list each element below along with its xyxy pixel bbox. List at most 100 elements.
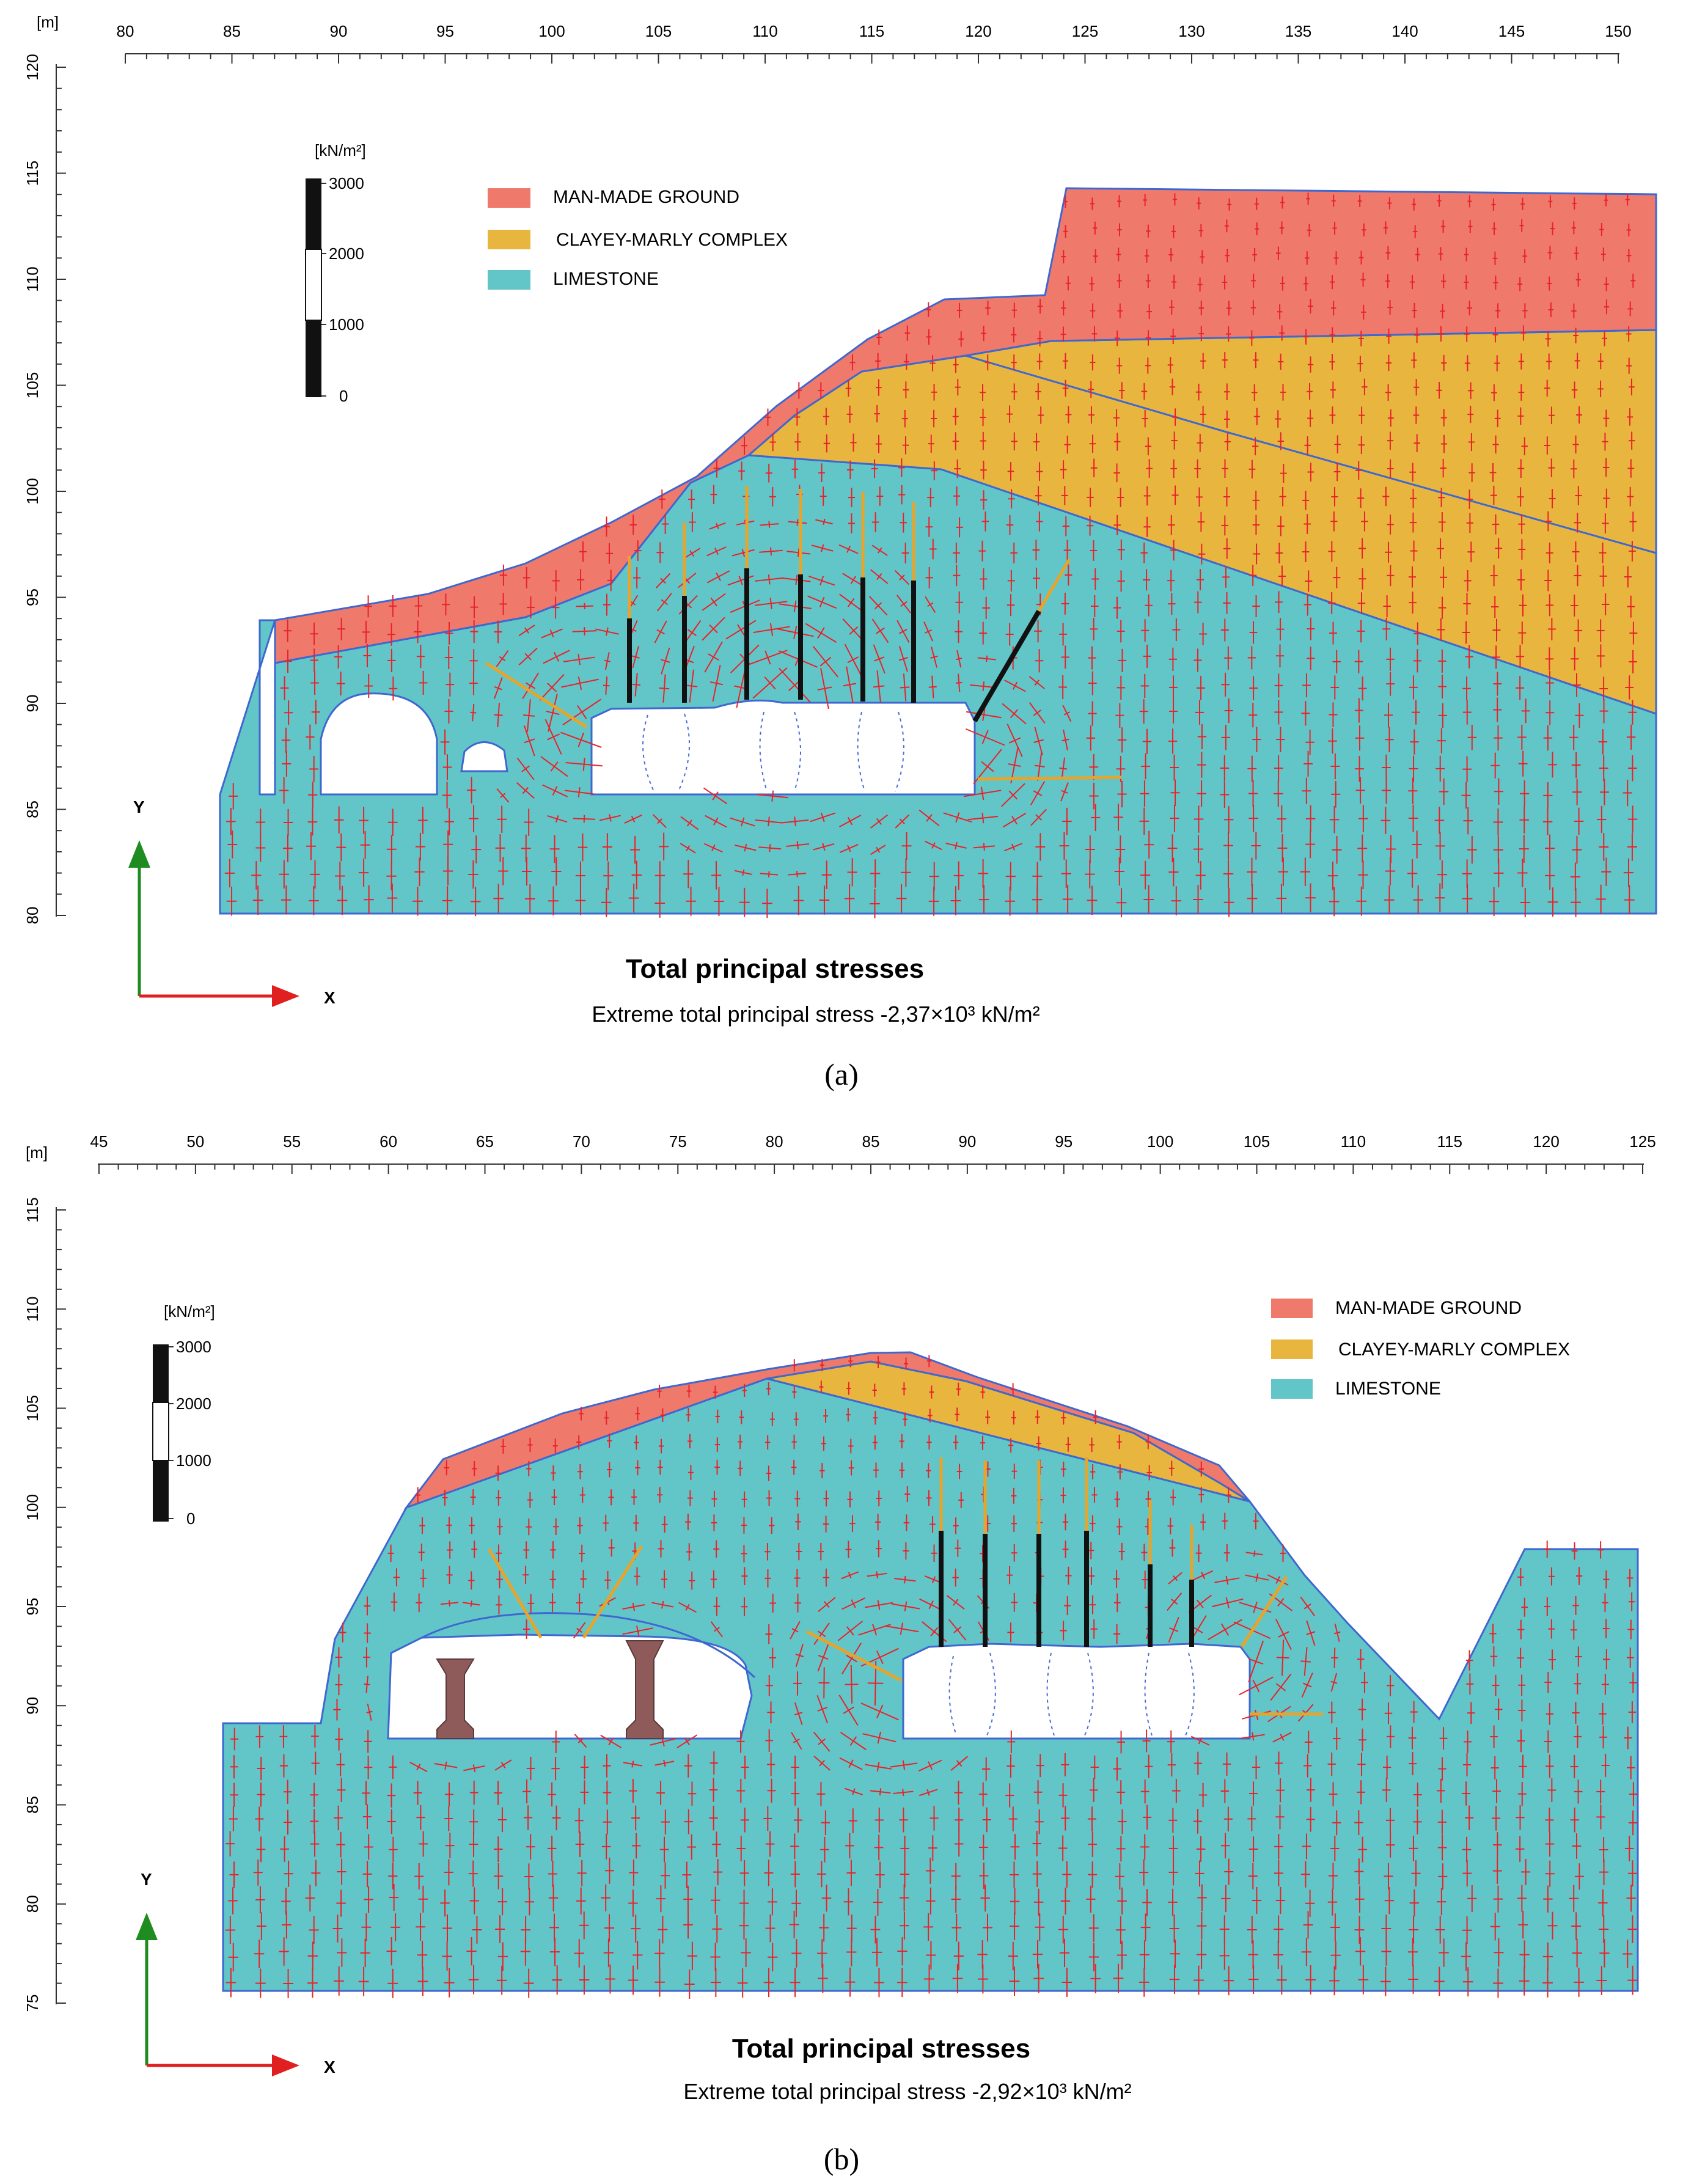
y-tick-label: 95 [23,588,42,606]
x-tick-label: 150 [1605,22,1631,40]
x-tick-label: 70 [573,1132,590,1151]
ruler-unit: [m] [37,13,59,31]
y-tick-label: 115 [23,1197,42,1222]
x-tick-label: 110 [1341,1132,1366,1151]
x-tick-label: 55 [283,1132,301,1151]
scale-tick-1000: 1000 [176,1451,211,1470]
x-tick-label: 105 [1244,1132,1270,1151]
right-cavern [902,1643,1251,1740]
x-tick-label: 80 [117,22,134,40]
axis-y-label: Y [141,1870,152,1889]
scale-tick-2000: 2000 [176,1394,211,1413]
y-tick-label: 85 [23,1796,42,1814]
anchor-9 [805,1630,903,1682]
cavity-2 [460,741,508,772]
axis-x-label: X [324,2058,336,2076]
y-tick-label: 75 [23,1995,42,2012]
panel-a: [m] 80 85 90 95 100 105 110 115 120 125 130 135 140 1… [23,13,1657,1091]
axis-triad: Y X [128,797,336,1007]
scale-tick-0: 0 [186,1509,195,1528]
pillar-1 [436,1658,475,1739]
legend: MAN-MADE GROUND CLAYEY-MARLY COMPLEX LIM… [488,187,788,290]
plot-subtitle: Extreme total principal stress -2,37×10³… [592,1002,1040,1027]
y-tick-label: 90 [23,695,42,713]
scale-tick-2000: 2000 [329,244,364,263]
y-tick-label: 110 [23,1297,42,1322]
axis-triad: Y X [136,1870,336,2076]
y-tick-label: 100 [23,478,42,504]
geology-section [222,1351,1639,1992]
anchor-7 [972,558,1071,723]
pillar-2 [625,1640,664,1739]
x-tick-label: 65 [476,1132,494,1151]
y-tick-label: 115 [23,161,42,186]
scale-tick-3000: 3000 [176,1338,211,1356]
y-tick-label: 105 [23,1395,42,1421]
y-tick-label: 95 [23,1598,42,1616]
anchors [485,486,1122,781]
x-tick-label: 145 [1498,22,1525,40]
x-tick-label: 135 [1285,22,1311,40]
figure-sublabel: (a) [824,1057,859,1091]
anchors [487,1457,1323,1716]
y-tick-label: 80 [23,907,42,925]
x-tick-label: 60 [380,1132,397,1151]
legend-label-clayey: CLAYEY-MARLY COMPLEX [1338,1339,1570,1360]
legend-swatch-limestone [1271,1379,1313,1399]
legend-label-limestone: LIMESTONE [553,269,659,289]
x-tick-label: 50 [186,1132,204,1151]
y-ruler: 115 110 105 100 95 90 85 80 75 [23,1197,66,2012]
x-tick-label: 130 [1178,22,1204,40]
y-tick-label: 100 [23,1494,42,1520]
x-tick-label: 115 [1437,1132,1462,1151]
ruler-unit: [m] [26,1143,48,1162]
main-cavern [590,699,976,796]
panel-b: [m] 45 50 55 60 65 70 75 80 85 90 95 100 105 110 115 12… [23,1132,1656,2176]
x-tick-label: 100 [538,22,565,40]
legend-swatch-clayey [488,230,530,249]
legend-swatch-clayey [1271,1339,1313,1359]
anchor-7 [1240,1575,1288,1648]
stress-field [225,1355,1638,1999]
x-tick-label: 140 [1392,22,1418,40]
anchor-8 [485,661,588,729]
x-tick-label: 100 [1147,1132,1173,1151]
left-cavern [387,1633,753,1740]
legend-label-man-made: MAN-MADE GROUND [553,187,739,207]
x-tick-label: 115 [859,22,884,40]
plot-subtitle: Extreme total principal stress -2,92×10³… [683,2079,1131,2104]
x-tick-label: 45 [90,1132,108,1151]
scale-unit: [kN/m²] [315,141,366,159]
x-tick-label: 125 [1629,1132,1656,1151]
x-tick-label: 90 [330,22,348,40]
y-tick-label: 80 [23,1895,42,1913]
y-tick-label: 120 [23,54,42,80]
x-tick-label: 95 [436,22,454,40]
legend-label-clayey: CLAYEY-MARLY COMPLEX [556,230,788,250]
y-tick-label: 110 [23,266,42,291]
stress-scale: [kN/m²] 3000 2000 1000 0 [152,1302,215,1528]
legend-swatch-man-made [1271,1299,1313,1318]
x-ruler: [m] 80 85 90 95 100 105 110 115 120 125 130 135 140 1… [37,13,1632,64]
legend-swatch-man-made [488,188,530,208]
y-tick-label: 85 [23,801,42,818]
cavity-1 [320,692,438,796]
plot-title: Total principal stresses [732,2034,1030,2064]
x-tick-label: 105 [645,22,672,40]
x-tick-label: 90 [958,1132,976,1151]
scale-tick-3000: 3000 [329,174,364,192]
x-tick-label: 125 [1072,22,1098,40]
legend-swatch-limestone [488,270,530,290]
x-tick-label: 95 [1055,1132,1072,1151]
y-tick-label: 105 [23,372,42,398]
anchor-10 [487,1548,543,1639]
x-tick-label: 80 [766,1132,783,1151]
axis-y-label: Y [133,797,145,816]
x-tick-label: 110 [752,22,777,40]
man-made-ground-layer [403,1351,1251,1510]
anchor-11 [582,1545,644,1639]
anchor-9 [977,775,1122,781]
x-tick-label: 85 [862,1132,880,1151]
plot-title: Total principal stresses [626,954,924,984]
legend: MAN-MADE GROUND CLAYEY-MARLY COMPLEX LIM… [1271,1298,1570,1399]
